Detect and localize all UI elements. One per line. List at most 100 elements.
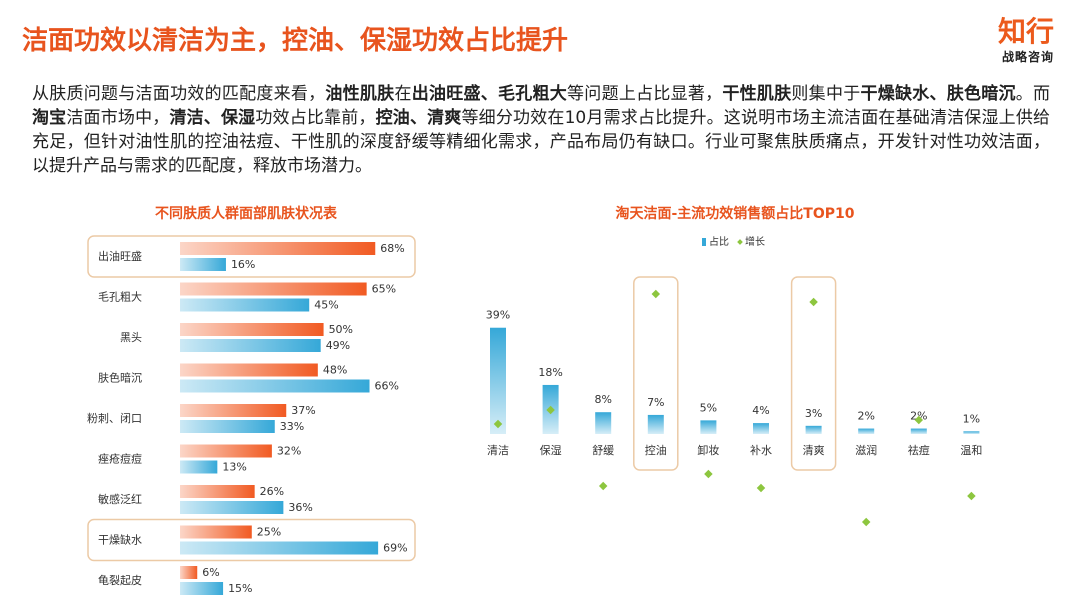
category-label: 出油旺盛 bbox=[98, 249, 142, 263]
growth-point bbox=[704, 469, 713, 479]
text-run: 控油、清爽 bbox=[375, 108, 462, 128]
value-label: 26% bbox=[260, 485, 284, 498]
bar bbox=[595, 412, 612, 434]
bar bbox=[180, 242, 376, 255]
value-label: 33% bbox=[280, 420, 304, 433]
bar bbox=[963, 431, 980, 434]
category-label: 温和 bbox=[960, 444, 982, 457]
text-run: 油性肌肤 bbox=[325, 84, 395, 104]
category-label: 卸妆 bbox=[697, 443, 719, 457]
bar bbox=[180, 298, 310, 312]
bar bbox=[910, 428, 927, 434]
legend-label: 占比 bbox=[709, 235, 729, 248]
growth-point bbox=[809, 297, 818, 307]
bar bbox=[180, 323, 324, 336]
growth-point bbox=[861, 517, 871, 527]
value-label: 7% bbox=[647, 396, 664, 409]
value-label: 13% bbox=[222, 461, 246, 474]
value-label: 15% bbox=[228, 582, 252, 595]
text-run: 从肤质问题与洁面功效的匹配度来看， bbox=[32, 84, 326, 104]
category-label: 粉刺、闭口 bbox=[87, 412, 142, 425]
bar bbox=[753, 423, 769, 434]
bar bbox=[180, 541, 379, 555]
logo: 知行 bbox=[997, 15, 1054, 48]
bar bbox=[647, 414, 664, 434]
bar bbox=[805, 425, 822, 434]
category-label: 保湿 bbox=[540, 443, 562, 457]
value-label: 8% bbox=[594, 393, 611, 406]
highlight-box bbox=[633, 276, 679, 471]
category-label: 控油 bbox=[645, 443, 667, 457]
logo-subtitle: 战略咨询 bbox=[1001, 50, 1054, 64]
bar bbox=[700, 420, 717, 434]
value-label: 1% bbox=[963, 412, 980, 425]
value-label: 66% bbox=[375, 380, 399, 393]
bar bbox=[180, 501, 284, 514]
legend-marker bbox=[737, 239, 743, 245]
value-label: 3% bbox=[805, 407, 822, 420]
highlight-box bbox=[87, 235, 416, 278]
value-label: 37% bbox=[291, 404, 315, 417]
value-label: 32% bbox=[277, 445, 301, 458]
bar bbox=[180, 379, 370, 393]
bar bbox=[858, 428, 875, 434]
paragraph: 从肤质问题与洁面功效的匹配度来看，油性肌肤在出油旺盛、毛孔粗大等问题上占比显著，… bbox=[32, 82, 1050, 178]
value-label: 48% bbox=[323, 364, 347, 377]
category-label: 敏感泛红 bbox=[98, 492, 142, 506]
bar bbox=[180, 444, 272, 458]
category-label: 清洁 bbox=[487, 444, 509, 457]
bar bbox=[490, 327, 506, 434]
legend-label: 增长 bbox=[745, 235, 765, 248]
bar bbox=[180, 404, 287, 417]
value-label: 65% bbox=[372, 283, 396, 296]
category-label: 祛痘 bbox=[908, 443, 930, 457]
category-label: 黑头 bbox=[120, 331, 142, 344]
bar bbox=[180, 363, 318, 377]
growth-point bbox=[493, 419, 503, 429]
value-label: 2% bbox=[857, 410, 874, 423]
highlight-box bbox=[790, 276, 837, 471]
value-label: 4% bbox=[752, 404, 769, 417]
category-label: 肤色暗沉 bbox=[98, 371, 142, 385]
bar bbox=[180, 460, 218, 474]
category-label: 清爽 bbox=[803, 444, 825, 457]
legend-marker bbox=[702, 238, 706, 246]
chart-title: 淘天洁面-主流功效销售额占比TOP10 bbox=[615, 205, 854, 222]
growth-point bbox=[914, 415, 924, 425]
category-label: 龟裂起皮 bbox=[98, 574, 142, 587]
bar bbox=[180, 282, 367, 296]
growth-point bbox=[546, 405, 555, 415]
bar bbox=[180, 258, 226, 271]
bar bbox=[180, 339, 321, 352]
text-run: 出油旺盛、毛孔粗大 bbox=[411, 84, 568, 104]
text-run: 洁面市场中， bbox=[66, 108, 170, 128]
category-label: 滋润 bbox=[855, 443, 877, 457]
value-label: 69% bbox=[383, 542, 407, 555]
text-run: 等问题上占比显著， bbox=[567, 84, 723, 104]
growth-point bbox=[598, 481, 608, 491]
growth-point bbox=[967, 491, 976, 501]
bar bbox=[180, 566, 198, 579]
value-label: 25% bbox=[257, 526, 281, 539]
category-label: 舒缓 bbox=[592, 443, 614, 457]
text-run: 干性肌肤 bbox=[722, 84, 792, 104]
value-label: 45% bbox=[314, 299, 338, 312]
bar bbox=[180, 582, 224, 595]
category-label: 干燥缺水 bbox=[98, 533, 142, 547]
slide-title: 洁面功效以清洁为主，控油、保湿功效占比提升 bbox=[22, 26, 569, 56]
chart-title: 不同肤质人群面部肌肤状况表 bbox=[155, 205, 338, 222]
bar bbox=[180, 485, 255, 498]
value-label: 5% bbox=[700, 401, 717, 414]
value-label: 6% bbox=[202, 566, 219, 579]
category-label: 毛孔粗大 bbox=[98, 290, 142, 304]
growth-point bbox=[651, 289, 661, 299]
text-run: 等细分功效在10月需求占比提升。这说明市场主流洁面在基础清洁保湿上供给充足，但针… bbox=[32, 108, 1051, 176]
growth-point bbox=[756, 483, 766, 493]
value-label: 36% bbox=[288, 501, 312, 514]
text-run: 干燥缺水、肤色暗沉 bbox=[860, 84, 1016, 104]
text-run: 淘宝 bbox=[32, 108, 67, 128]
text-run: 在 bbox=[394, 84, 412, 104]
value-label: 68% bbox=[380, 242, 404, 255]
